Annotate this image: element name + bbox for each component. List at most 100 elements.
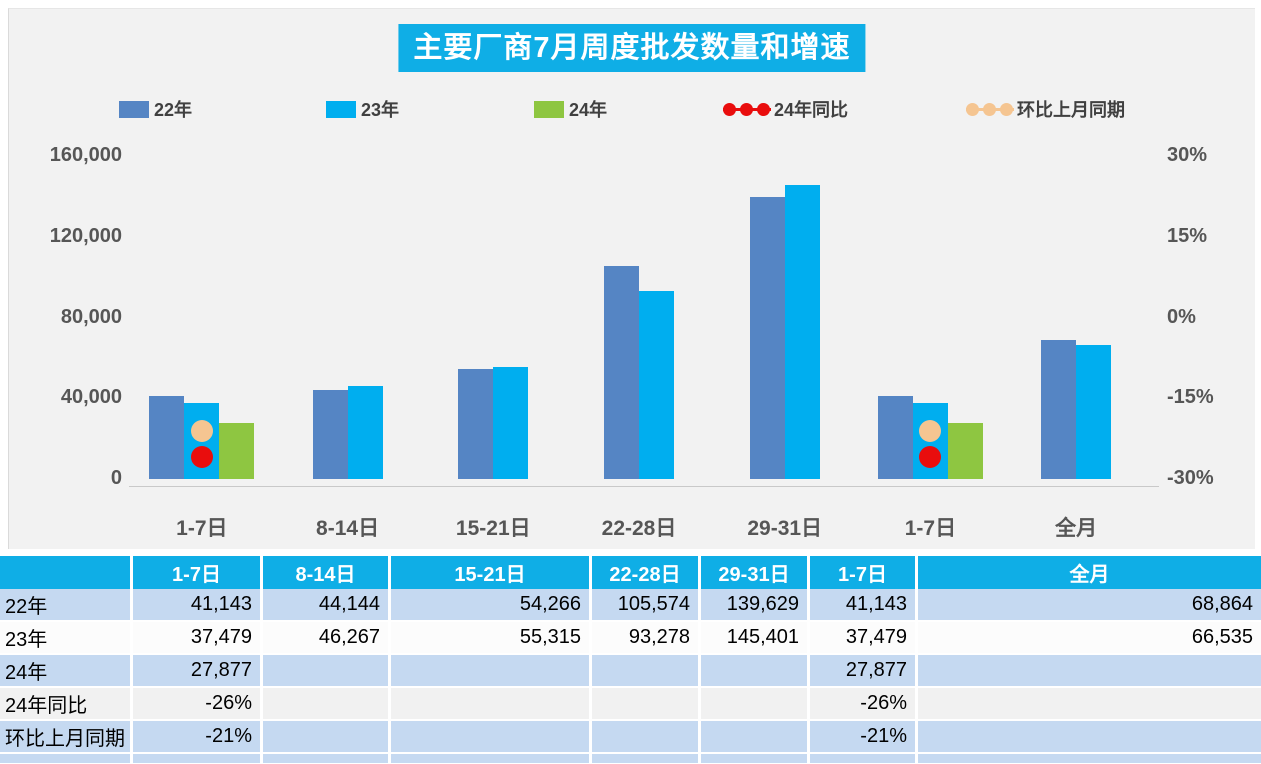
table-cell: -26% (133, 688, 260, 719)
chart-title: 主要厂商7月周度批发数量和增速 (398, 24, 866, 72)
table-header-blank (0, 556, 130, 589)
legend-item-环比上月同期: 环比上月同期 (966, 97, 1125, 121)
table-header-cell: 1-7日 (810, 556, 915, 589)
x-axis-label: 29-31日 (747, 517, 823, 540)
table-cell: 139,629 (701, 589, 807, 620)
chart-panel: 主要厂商7月周度批发数量和增速 22年 23年 24年 24年同比 环比上月同期 160… (8, 8, 1255, 549)
table-cell (391, 721, 589, 752)
x-axis-label: 22-28日 (601, 517, 677, 540)
table-row-label: 环比上月同期 (0, 721, 130, 752)
table-row-label: 23年 (0, 622, 130, 653)
bar-22年-1-7日 (149, 395, 185, 479)
table-header-cell: 15-21日 (391, 556, 589, 589)
legend-swatch-icon (119, 100, 149, 118)
table-cell: 54,266 (391, 589, 589, 620)
legend-item-label: 24年 (569, 100, 608, 120)
table-partial-row-cell (391, 754, 589, 763)
table-cell (918, 655, 1261, 686)
x-axis-label: 8-14日 (316, 517, 380, 540)
bar-23年-8-14日 (347, 385, 383, 479)
table-header-cell: 1-7日 (133, 556, 260, 589)
left-axis-tick: 80,000 (60, 305, 122, 328)
table-partial-row-cell (810, 754, 915, 763)
table-cell (918, 721, 1261, 752)
table-cell (391, 688, 589, 719)
table-row-label: 24年 (0, 655, 130, 686)
legend-swatch-icon (534, 100, 564, 118)
legend-dot (757, 102, 770, 116)
bar-22年-8-14日 (312, 389, 348, 479)
legend-item-23年: 23年 (326, 97, 399, 121)
bar-22年-15-21日 (458, 369, 494, 479)
table-cell: 44,144 (263, 589, 388, 620)
table-partial-row-cell (133, 754, 260, 763)
bar-22年-1-7日 (877, 395, 913, 479)
x-axis-label: 1-7日 (904, 517, 957, 540)
legend-item-label: 24年同比 (774, 100, 849, 120)
x-axis-label: 1-7日 (176, 517, 228, 540)
table-cell: 41,143 (133, 589, 260, 620)
dot-24年同比-1-7日 (190, 446, 213, 469)
bar-22年-全月 (1041, 339, 1077, 479)
table-cell: -21% (133, 721, 260, 752)
legend-dot (740, 102, 753, 116)
legend-swatch-icon (326, 100, 356, 118)
x-axis-label: 15-21日 (455, 517, 531, 540)
table-cell (263, 688, 388, 719)
table-cell: -21% (810, 721, 915, 752)
summary-table: 1-7日 8-14日 15-21日 22-28日 29-31日 1-7日 全月 22年 41,1… (0, 556, 1261, 764)
table-cell: 27,877 (133, 655, 260, 686)
table-cell: 105,574 (592, 589, 698, 620)
table-cell: 37,479 (810, 622, 915, 653)
right-axis-tick: -15% (1167, 386, 1214, 409)
bar-24年-1-7日 (219, 422, 255, 479)
table-cell (263, 721, 388, 752)
legend-item-22年: 22年 (119, 97, 192, 121)
table-row-label: 22年 (0, 589, 130, 620)
legend-dot (966, 102, 979, 116)
left-axis-tick: 160,000 (49, 144, 122, 166)
table-partial-row-cell (592, 754, 698, 763)
x-axis-label: 全月 (1055, 517, 1098, 540)
dot-环比上月同期-1-7日 (190, 419, 213, 442)
bar-23年-29-31日 (784, 185, 820, 479)
bar-24年-1-7日 (947, 422, 983, 479)
table-cell (263, 655, 388, 686)
table-cell (391, 655, 589, 686)
table-cell: 46,267 (263, 622, 388, 653)
left-axis-tick: 120,000 (49, 224, 122, 247)
bar-23年-22-28日 (639, 290, 674, 479)
table-cell: 68,864 (918, 589, 1261, 620)
table-cell: 55,315 (391, 622, 589, 653)
table-cell (918, 688, 1261, 719)
legend-item-label: 22年 (154, 100, 193, 120)
table-cell (701, 688, 807, 719)
right-axis-tick: 15% (1167, 224, 1208, 247)
legend-dot-marker-icon (723, 102, 771, 117)
table-cell: 41,143 (810, 589, 915, 620)
table-cell: 37,479 (133, 622, 260, 653)
legend-dot-marker-icon (966, 102, 1014, 117)
table-partial-row-cell (918, 754, 1261, 763)
table-cell (592, 655, 698, 686)
table-partial-row-cell (263, 754, 388, 763)
table-cell (701, 655, 807, 686)
table-header-cell: 22-28日 (592, 556, 698, 589)
table-header-cell: 全月 (918, 556, 1261, 589)
right-axis-tick: 0% (1167, 305, 1196, 328)
bar-22年-29-31日 (749, 197, 785, 479)
legend-dot (723, 102, 736, 116)
left-axis-tick: 40,000 (60, 386, 122, 409)
table-partial-row-cell (701, 754, 807, 763)
left-axis-tick: 0 (110, 467, 122, 489)
table-cell: -26% (810, 688, 915, 719)
right-axis-tick: -30% (1167, 467, 1214, 489)
table-header-cell: 8-14日 (263, 556, 388, 589)
right-axis-tick: 30% (1167, 144, 1208, 166)
table-cell: 66,535 (918, 622, 1261, 653)
legend-dot (983, 102, 996, 116)
dot-24年同比-1-7日 (919, 446, 942, 469)
table-cell (592, 688, 698, 719)
table-cell: 27,877 (810, 655, 915, 686)
